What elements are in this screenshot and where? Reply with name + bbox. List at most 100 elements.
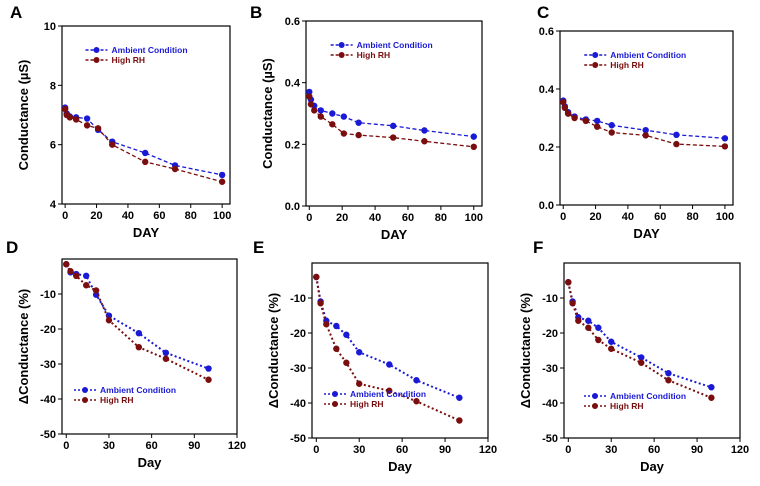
legend-label-ambient: Ambient Condition — [350, 389, 426, 399]
data-point-ambient — [355, 119, 362, 126]
data-point-high-rh — [355, 131, 362, 139]
y-tick-label: -50 — [290, 433, 306, 445]
data-point-ambient — [317, 107, 325, 114]
data-point-ambient — [608, 122, 615, 129]
panel-c: C 0 20 40 60 80 100 0.0 0.2 0.4 0.6 DAY Ambient Cond… — [537, 3, 734, 241]
data-point-high-rh — [67, 268, 74, 275]
legend-label-high-rh: High RH — [100, 395, 134, 405]
data-point-high-rh — [92, 287, 100, 294]
legend-marker — [332, 391, 338, 397]
data-point-ambient — [333, 322, 340, 330]
legend-label-high-rh: High RH — [350, 399, 384, 409]
x-tick-label: 60 — [648, 444, 660, 456]
data-point-high-rh — [470, 143, 477, 150]
data-point-high-rh — [307, 101, 315, 108]
series-line-high-rh — [315, 276, 460, 422]
data-point-high-rh — [323, 321, 330, 328]
legend-marker — [82, 387, 88, 393]
data-point-high-rh — [311, 107, 318, 114]
x-axis-title: DAY — [633, 226, 660, 241]
legend-marker — [93, 57, 100, 63]
legend-marker — [338, 52, 345, 58]
legend-label-high-rh: High RH — [357, 50, 391, 60]
panel-b: B 0 20 40 60 80 100 0.0 0.2 0.4 0.6 DAY Conductance … — [250, 3, 483, 242]
data-point-ambient — [642, 126, 649, 134]
data-point-ambient — [421, 127, 428, 134]
y-tick-label: 0.2 — [285, 139, 300, 151]
x-tick-label: 0 — [63, 440, 69, 452]
panel-label: D — [6, 238, 18, 257]
legend-marker — [592, 403, 598, 409]
y-axis-title: ΔConductance (%) — [518, 293, 533, 409]
data-point-high-rh — [343, 359, 350, 366]
x-tick-label: 0 — [560, 211, 566, 223]
data-point-high-rh — [82, 282, 90, 289]
data-point-high-rh — [94, 125, 102, 132]
data-point-ambient — [585, 317, 592, 324]
data-point-high-rh — [708, 394, 715, 401]
x-tick-label: 100 — [716, 211, 734, 223]
data-point-ambient — [413, 377, 420, 384]
legend-label-ambient: Ambient Condition — [112, 45, 188, 55]
series-line-high-rh — [308, 96, 474, 148]
legend-marker — [93, 47, 100, 53]
data-point-high-rh — [333, 345, 340, 352]
x-tick-label: 100 — [465, 212, 483, 224]
series-line-ambient — [567, 282, 712, 389]
data-point-ambient — [83, 115, 91, 122]
legend-label-high-rh: High RH — [610, 60, 644, 70]
y-tick-label: -30 — [542, 363, 558, 375]
x-tick-label: 0 — [62, 210, 68, 222]
y-tick-label: -10 — [542, 293, 558, 305]
x-tick-label: 20 — [336, 212, 348, 224]
data-point-high-rh — [582, 117, 590, 125]
data-point-high-rh — [83, 122, 91, 129]
y-tick-label: 8 — [50, 80, 56, 92]
y-axis-title: ΔConductance (%) — [16, 289, 31, 405]
data-point-ambient — [142, 149, 149, 157]
x-tick-label: 60 — [153, 210, 165, 222]
legend-label-ambient: Ambient Condition — [357, 40, 433, 50]
data-point-high-rh — [61, 105, 69, 113]
x-tick-label: 30 — [605, 444, 617, 456]
data-point-high-rh — [109, 141, 116, 148]
data-point-high-rh — [413, 398, 420, 405]
x-axis-title: Day — [388, 459, 413, 474]
data-point-high-rh — [721, 143, 729, 150]
data-point-high-rh — [356, 380, 363, 387]
data-point-ambient — [356, 349, 363, 356]
data-point-ambient — [329, 110, 336, 117]
plot-frame — [311, 262, 489, 439]
x-tick-label: 90 — [439, 444, 451, 456]
y-tick-label: 4 — [50, 199, 57, 211]
x-tick-label: 40 — [622, 211, 634, 223]
data-point-high-rh — [389, 134, 397, 141]
data-point-high-rh — [317, 113, 325, 120]
y-tick-label: 0.6 — [285, 16, 300, 28]
data-point-high-rh — [135, 344, 143, 351]
data-point-high-rh — [560, 98, 567, 106]
series-line-ambient — [315, 276, 460, 399]
data-point-high-rh — [306, 93, 313, 100]
y-tick-label: -10 — [40, 289, 56, 301]
y-tick-label: -20 — [40, 324, 56, 336]
x-tick-label: 80 — [435, 212, 447, 224]
series-line-high-rh — [65, 263, 209, 381]
data-point-high-rh — [386, 387, 393, 394]
data-point-ambient — [595, 324, 602, 331]
y-tick-label: -30 — [290, 363, 306, 375]
panel-label: C — [537, 3, 549, 22]
x-tick-label: 80 — [185, 210, 197, 222]
data-point-ambient — [205, 365, 212, 372]
series-line-high-rh — [567, 282, 712, 399]
legend-label-ambient: Ambient Condition — [610, 391, 686, 401]
data-point-high-rh — [162, 355, 170, 362]
data-point-ambient — [343, 331, 350, 338]
data-point-ambient — [470, 133, 477, 140]
panel-label: E — [253, 238, 264, 257]
x-axis-title: DAY — [133, 225, 160, 240]
data-point-high-rh — [340, 130, 348, 137]
data-point-high-rh — [317, 300, 324, 307]
